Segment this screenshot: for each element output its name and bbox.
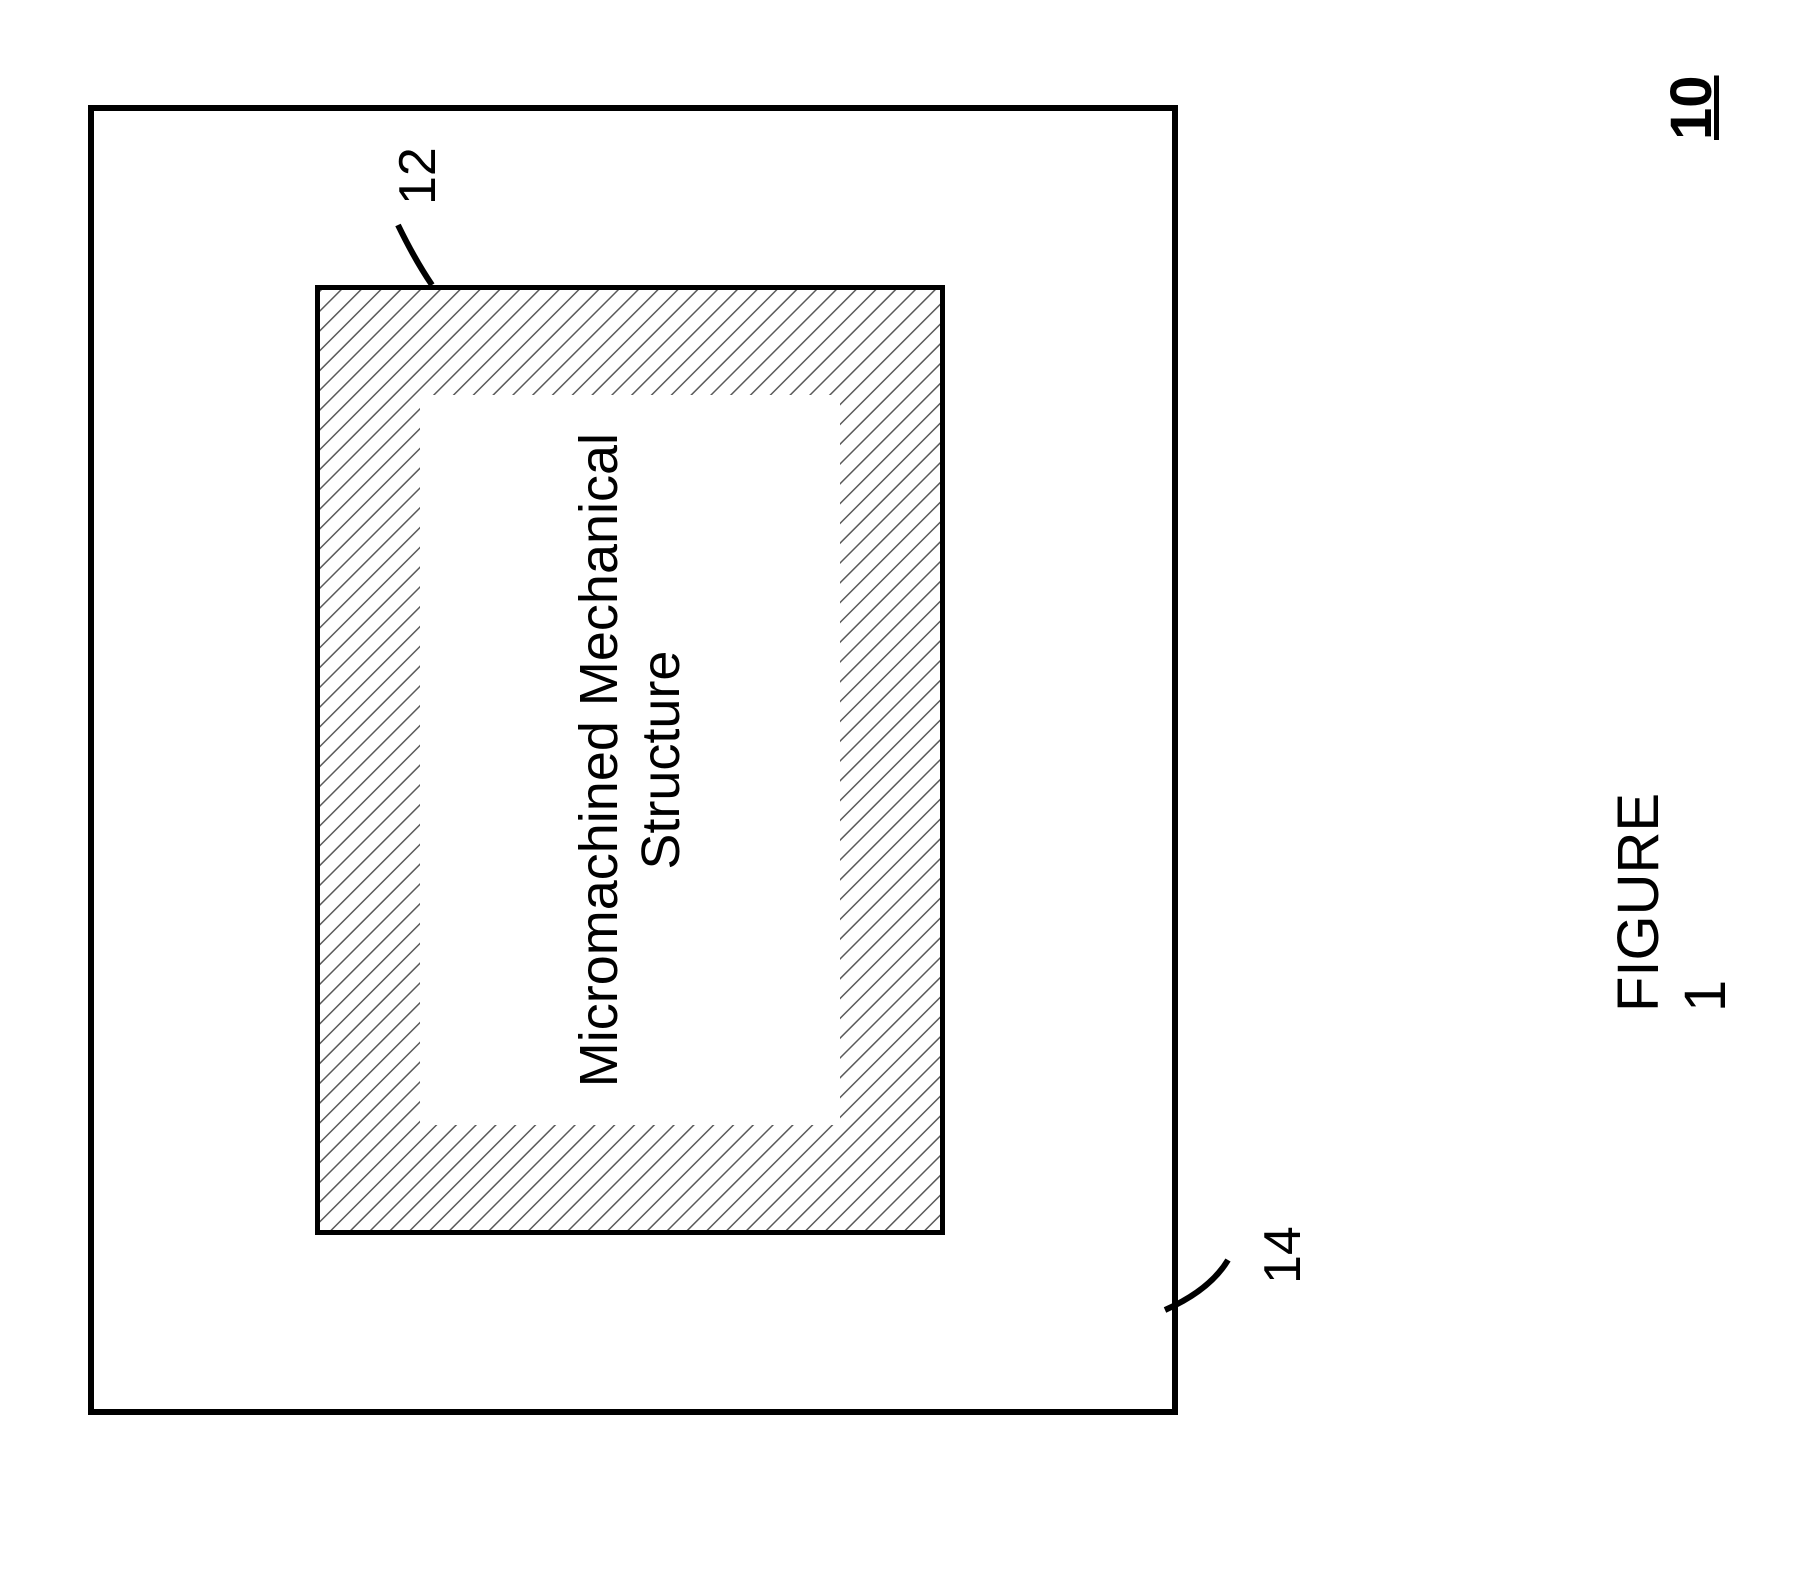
hatched-box-leader xyxy=(380,210,490,300)
hatched-box-label: 12 xyxy=(388,147,448,205)
figure-caption: FIGURE 1 xyxy=(1605,793,1739,1012)
figure-page: 10 14 Micromachined Mechanical Structure… xyxy=(0,0,1817,1586)
structure-text-line2: Structure xyxy=(630,433,692,1087)
structure-text-box: Micromachined Mechanical Structure xyxy=(420,395,840,1125)
structure-text: Micromachined Mechanical Structure xyxy=(568,433,692,1087)
outer-box-leader xyxy=(1150,1230,1260,1350)
outer-box-label: 14 xyxy=(1253,1226,1313,1284)
figure-number: 10 xyxy=(1658,75,1725,140)
structure-text-line1: Micromachined Mechanical xyxy=(568,433,630,1087)
